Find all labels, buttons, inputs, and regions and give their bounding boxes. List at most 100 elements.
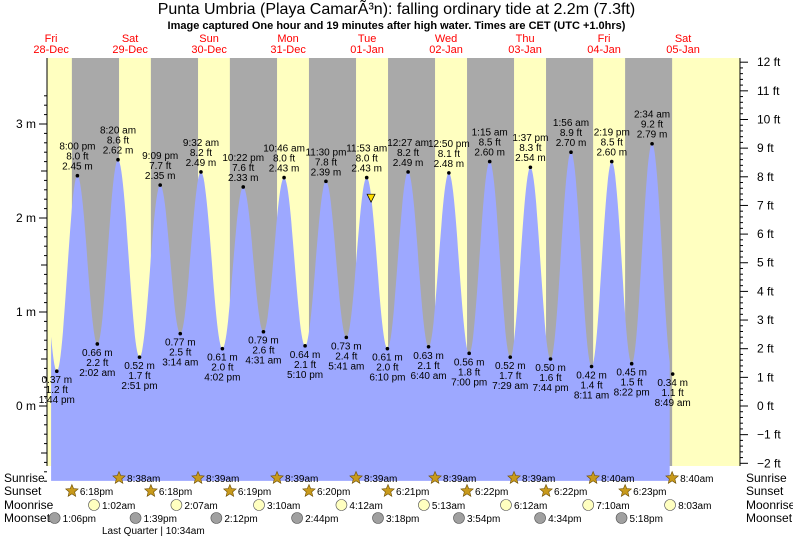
low-tide-m: 0.37 m [41,375,72,386]
low-tide-point [508,355,513,359]
low-tide-point [426,344,431,349]
chart-title: Punta Umbria (Playa CamarÃ³n): falling o… [157,1,636,18]
low-tide-m: 0.77 m [165,338,196,349]
chart-subtitle: Image captured One hour and 19 minutes a… [167,20,626,32]
high-tide-ft: 8.0 ft [356,154,378,165]
low-tide-time: 4:02 pm [204,373,240,384]
day-label-date: 02-Jan [429,44,463,56]
high-tide-ft: 8.2 ft [397,148,419,159]
low-tide-point [220,346,225,351]
moonrise-marker-icon [335,499,348,511]
day-label-dow: Mon [277,33,298,45]
low-tide-time: 3:14 am [162,358,198,369]
low-tide-time: 7:44 pm [532,383,568,394]
moonset-marker-icon [291,512,303,524]
sunset-time: 6:20pm [317,487,350,498]
high-tide-m: 2.39 m [311,167,342,178]
low-tide-time: 8:22 pm [614,388,650,399]
high-tide-m: 2.54 m [515,153,546,164]
low-tide-ft: 1.7 ft [128,371,150,382]
day-label-date: 28-Dec [33,44,69,56]
high-tide-time: 9:32 am [183,138,219,149]
high-tide-time: 1:56 am [553,118,589,129]
high-tide-ft: 8.6 ft [107,136,129,147]
low-tide-ft: 2.6 ft [252,346,274,357]
row-label-right: Sunset [746,484,784,498]
sunrise-time: 8:40am [601,474,634,485]
day-label-date: 29-Dec [112,44,148,56]
high-tide-time: 10:22 pm [222,153,264,164]
low-tide-time: 5:10 pm [287,370,323,381]
right-axis-tick-label: 6 ft [757,227,774,241]
sunrise-marker-icon [428,470,442,484]
right-axis-tick-label: 11 ft [757,84,780,98]
moonrise-time: 4:12am [349,501,382,512]
moonset-time: 1:06pm [63,514,96,525]
sunrise-marker-icon [191,470,205,484]
low-tide-time: 2:51 pm [121,381,157,392]
right-axis-tick-label: 8 ft [757,170,774,184]
low-tide-m: 0.66 m [82,348,113,359]
low-tide-ft: 2.4 ft [335,351,357,362]
moonrise-time: 5:13am [432,501,465,512]
sunset-time: 6:19pm [238,487,271,498]
left-axis-tick-label: 0 m [16,399,36,413]
moonset-marker-icon [48,512,61,524]
sunrise-time: 8:39am [364,474,397,485]
right-axis-tick-label: −2 ft [757,456,781,470]
sunset-time: 6:23pm [633,487,666,498]
moonset-time: 4:34pm [548,514,581,525]
low-tide-m: 0.79 m [248,336,279,347]
sunrise-time: 8:39am [443,474,476,485]
high-tide-ft: 8.9 ft [560,128,582,139]
day-label-date: 01-Jan [350,44,384,56]
moon-phase-label: Last Quarter | 10:34am [102,526,205,537]
high-tide-m: 2.35 m [145,171,176,182]
row-label-right: Sunrise [746,471,787,485]
sun-moon-rows: Sunrise Sunrise 8:38am 8:39am 8:39am 8:39am 8:… [4,470,793,537]
high-tide-point [406,170,410,174]
low-tide-m: 0.42 m [576,371,607,382]
row-label-right: Moonrise [746,498,793,512]
high-tide-ft: 7.7 ft [149,161,171,172]
tide-labels: 0.37 m1.2 ft1:44 pm8:00 pm8.0 ft2.45 m0.… [39,110,691,409]
right-axis-tick-label: −1 ft [757,428,781,442]
day-label-dow: Thu [516,33,535,45]
current-tide-marker [366,193,376,203]
high-tide-point [528,165,533,170]
low-tide-ft: 2.0 ft [376,363,398,374]
low-tide-time: 1:44 pm [39,395,75,406]
low-tide-time: 4:31 am [245,356,281,367]
sunset-marker-icon [143,483,158,497]
right-axis-tick-label: 2 ft [757,342,774,356]
low-tide-point [178,331,183,336]
low-tide-time: 5:41 am [328,361,364,372]
high-tide-m: 2.49 m [393,158,424,169]
tide-area [51,143,670,481]
day-labels: Fri28-DecSat29-DecSun30-DecMon31-DecTue0… [33,33,700,56]
moonset-marker-icon [129,512,142,524]
high-tide-point [324,179,328,184]
high-tide-time: 10:46 am [263,144,305,155]
high-tide-time: 12:50 pm [428,139,470,150]
high-tide-time: 1:15 am [472,128,508,139]
row-label-left: Sunrise [4,471,45,485]
low-tide-m: 0.61 m [207,353,238,364]
low-tide-m: 0.64 m [290,350,321,361]
right-axis-tick-label: 3 ft [757,313,774,327]
high-tide-point [487,159,492,164]
moonset-marker-icon [453,512,465,524]
sunset-time: 6:21pm [396,487,429,498]
sunrise-time: 8:39am [285,474,318,485]
right-axis-tick-label: 0 ft [757,399,774,413]
sunrise-marker-icon [507,470,521,484]
sunrise-marker-icon [349,470,363,484]
moonrise-marker-icon [582,499,595,511]
sunset-marker-icon [64,483,79,497]
high-tide-point [364,175,369,180]
moonrise-marker-icon [500,499,512,511]
moonset-time: 3:54pm [467,514,500,525]
low-tide-point [629,361,634,366]
day-label-dow: Tue [358,33,377,45]
low-tide-ft: 1.1 ft [662,388,684,399]
